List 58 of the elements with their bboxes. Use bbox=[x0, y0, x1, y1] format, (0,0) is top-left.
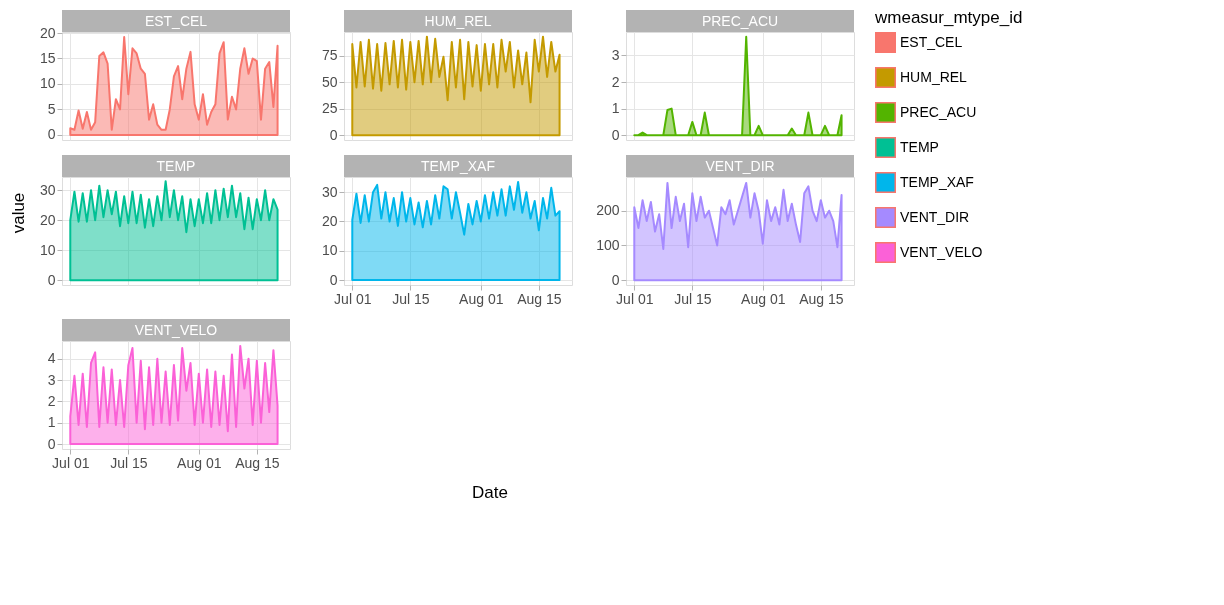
x-tick-label: Jul 01 bbox=[616, 290, 654, 307]
legend-label: TEMP_XAF bbox=[900, 173, 974, 190]
x-tick-label: Aug 01 bbox=[741, 290, 786, 307]
y-tick-label: 15 bbox=[39, 49, 56, 66]
y-tick-label: 75 bbox=[321, 47, 338, 64]
chart-title: EST_CEL bbox=[144, 13, 208, 29]
legend-label: TEMP bbox=[900, 138, 939, 155]
legend-label: VENT_VELO bbox=[900, 243, 983, 260]
legend-label: HUM_REL bbox=[900, 68, 968, 85]
chart-title: TEMP bbox=[156, 158, 196, 174]
y-tick-label: 10 bbox=[39, 75, 56, 92]
legend-title: wmeasur_mtype_id bbox=[874, 8, 1023, 27]
x-tick-label: Aug 15 bbox=[517, 290, 562, 307]
y-tick-label: 30 bbox=[321, 183, 338, 200]
y-tick-label: 20 bbox=[39, 24, 56, 41]
y-tick-label: 100 bbox=[596, 236, 620, 253]
y-tick-label: 50 bbox=[321, 73, 338, 90]
y-tick-label: 2 bbox=[47, 392, 56, 409]
y-tick-label: 200 bbox=[596, 202, 620, 219]
chart-title: VENT_DIR bbox=[705, 158, 775, 174]
y-tick-label: 1 bbox=[611, 100, 620, 117]
legend-label: VENT_DIR bbox=[900, 208, 970, 225]
y-tick-label: 0 bbox=[611, 126, 620, 143]
x-tick-label: Jul 15 bbox=[110, 454, 148, 471]
y-tick-label: 25 bbox=[321, 100, 338, 117]
chart-title: TEMP_XAF bbox=[421, 158, 495, 174]
y-tick-label: 20 bbox=[321, 212, 338, 229]
legend-label: EST_CEL bbox=[900, 33, 963, 50]
y-tick-label: 1 bbox=[47, 414, 56, 431]
y-tick-label: 0 bbox=[47, 126, 56, 143]
x-tick-label: Jul 15 bbox=[674, 290, 712, 307]
x-axis-title: Date bbox=[472, 483, 508, 502]
y-axis-title: value bbox=[9, 192, 28, 234]
y-tick-label: 2 bbox=[611, 73, 620, 90]
x-tick-label: Aug 15 bbox=[799, 290, 844, 307]
x-tick-label: Jul 15 bbox=[392, 290, 430, 307]
y-tick-label: 4 bbox=[47, 350, 56, 367]
y-tick-label: 3 bbox=[47, 371, 56, 388]
y-tick-label: 0 bbox=[47, 271, 56, 288]
y-tick-label: 0 bbox=[47, 435, 56, 452]
y-tick-label: 0 bbox=[611, 271, 620, 288]
x-tick-label: Aug 01 bbox=[459, 290, 504, 307]
y-tick-label: 20 bbox=[39, 211, 56, 228]
x-tick-label: Aug 01 bbox=[177, 454, 222, 471]
y-tick-label: 30 bbox=[39, 181, 56, 198]
y-tick-label: 5 bbox=[47, 100, 56, 117]
x-tick-label: Aug 15 bbox=[235, 454, 280, 471]
legend-label: PREC_ACU bbox=[900, 103, 977, 120]
x-tick-label: Jul 01 bbox=[334, 290, 372, 307]
chart-title: VENT_VELO bbox=[134, 322, 218, 338]
y-tick-label: 10 bbox=[39, 241, 56, 258]
chart-title: PREC_ACU bbox=[701, 13, 779, 29]
x-tick-label: Jul 01 bbox=[52, 454, 90, 471]
y-tick-label: 3 bbox=[611, 46, 620, 63]
y-tick-label: 0 bbox=[329, 271, 338, 288]
y-tick-label: 10 bbox=[321, 242, 338, 259]
chart-title: HUM_REL bbox=[424, 13, 492, 29]
y-tick-label: 0 bbox=[329, 126, 338, 143]
